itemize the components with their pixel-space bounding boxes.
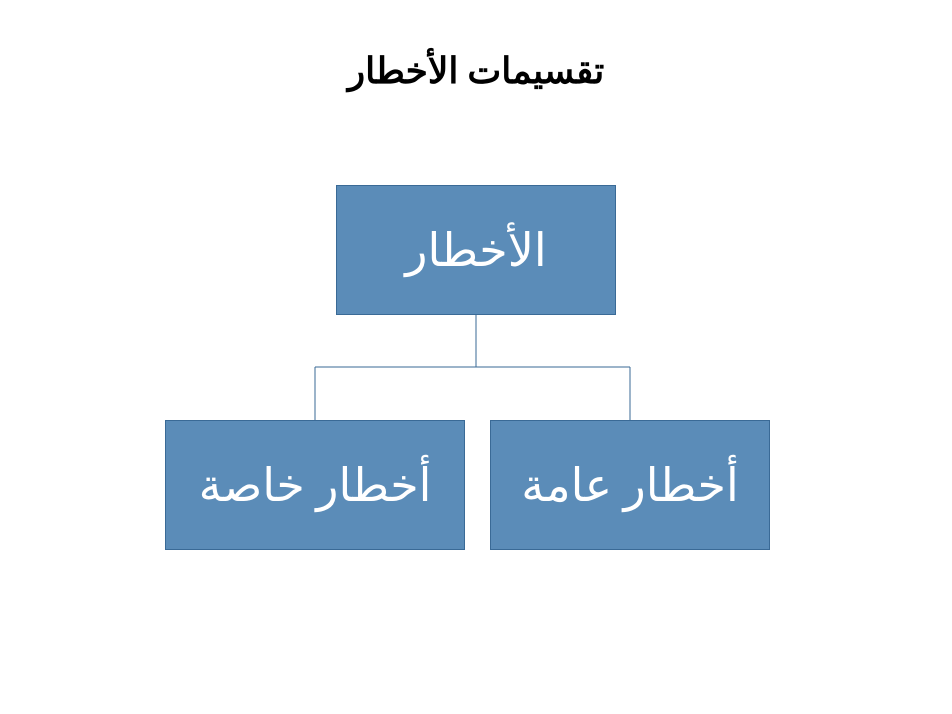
node-child-left: أخطار خاصة (165, 420, 465, 550)
node-label-root: الأخطار (405, 223, 546, 277)
connectors-svg (0, 0, 952, 714)
node-label-child-left: أخطار خاصة (199, 458, 432, 512)
node-child-right: أخطار عامة (490, 420, 770, 550)
node-root: الأخطار (336, 185, 616, 315)
node-label-child-right: أخطار عامة (521, 458, 738, 512)
diagram-title: تقسيمات الأخطار (0, 50, 952, 92)
